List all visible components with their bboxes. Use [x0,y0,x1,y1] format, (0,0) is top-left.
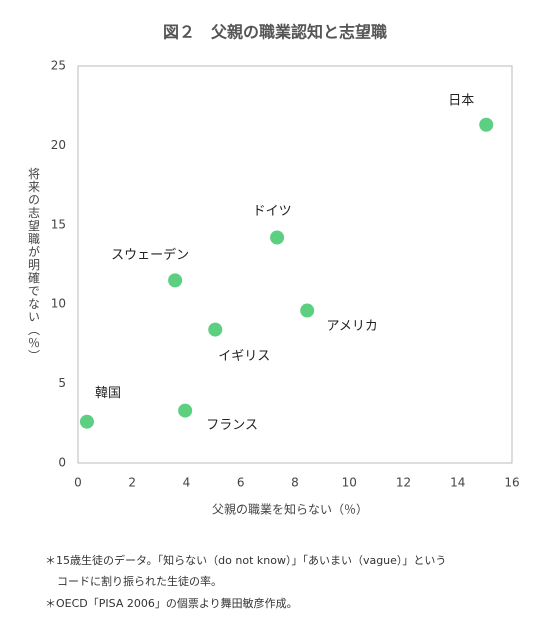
x-tick-label: 16 [504,476,519,490]
plot-frame [77,65,513,464]
point-label: アメリカ [327,319,378,334]
y-tick-label: 20 [51,138,66,152]
y-tick-label: 25 [51,59,66,73]
point [208,322,223,337]
point [300,303,315,318]
note: ＊15歳生徒のデータ。「知らない（do not know）」「あいまい（vagu… [45,553,446,567]
x-tick-label: 10 [342,476,357,490]
x-tick-label: 14 [450,476,465,490]
y-tick-label: 0 [58,456,66,470]
x-axis-label: 父親の職業を知らない（％） [212,503,368,517]
x-tick-label: 0 [74,476,82,490]
x-tick-label: 6 [237,476,245,490]
point-label: 韓国 [95,386,121,401]
point-label: 日本 [448,93,474,108]
point-label: フランス [206,418,258,433]
point [178,403,193,418]
note: ＊OECD「PISA 2006」の個票より舞田敏彦作成。 [45,596,298,610]
chart-title: 図２ 父親の職業認知と志望職 [163,23,387,42]
x-tick-label: 2 [128,476,136,490]
point-label: スウェーデン [111,247,189,263]
x-tick-label: 12 [396,476,411,490]
point-label: ドイツ [253,204,292,219]
point-label: イギリス [218,349,270,364]
point [479,117,494,132]
point [79,414,94,429]
point [270,230,285,245]
y-tick-label: 5 [58,376,66,390]
x-tick-label: 4 [183,476,191,490]
y-tick-label: 15 [51,217,66,231]
note: コードに割り振られた生徒の率。 [57,574,222,588]
y-tick-label: 10 [51,297,66,311]
point [168,273,183,288]
x-tick-label: 8 [291,476,299,490]
y-axis-label: 将来の志望職が明確でない（％） [27,167,41,362]
